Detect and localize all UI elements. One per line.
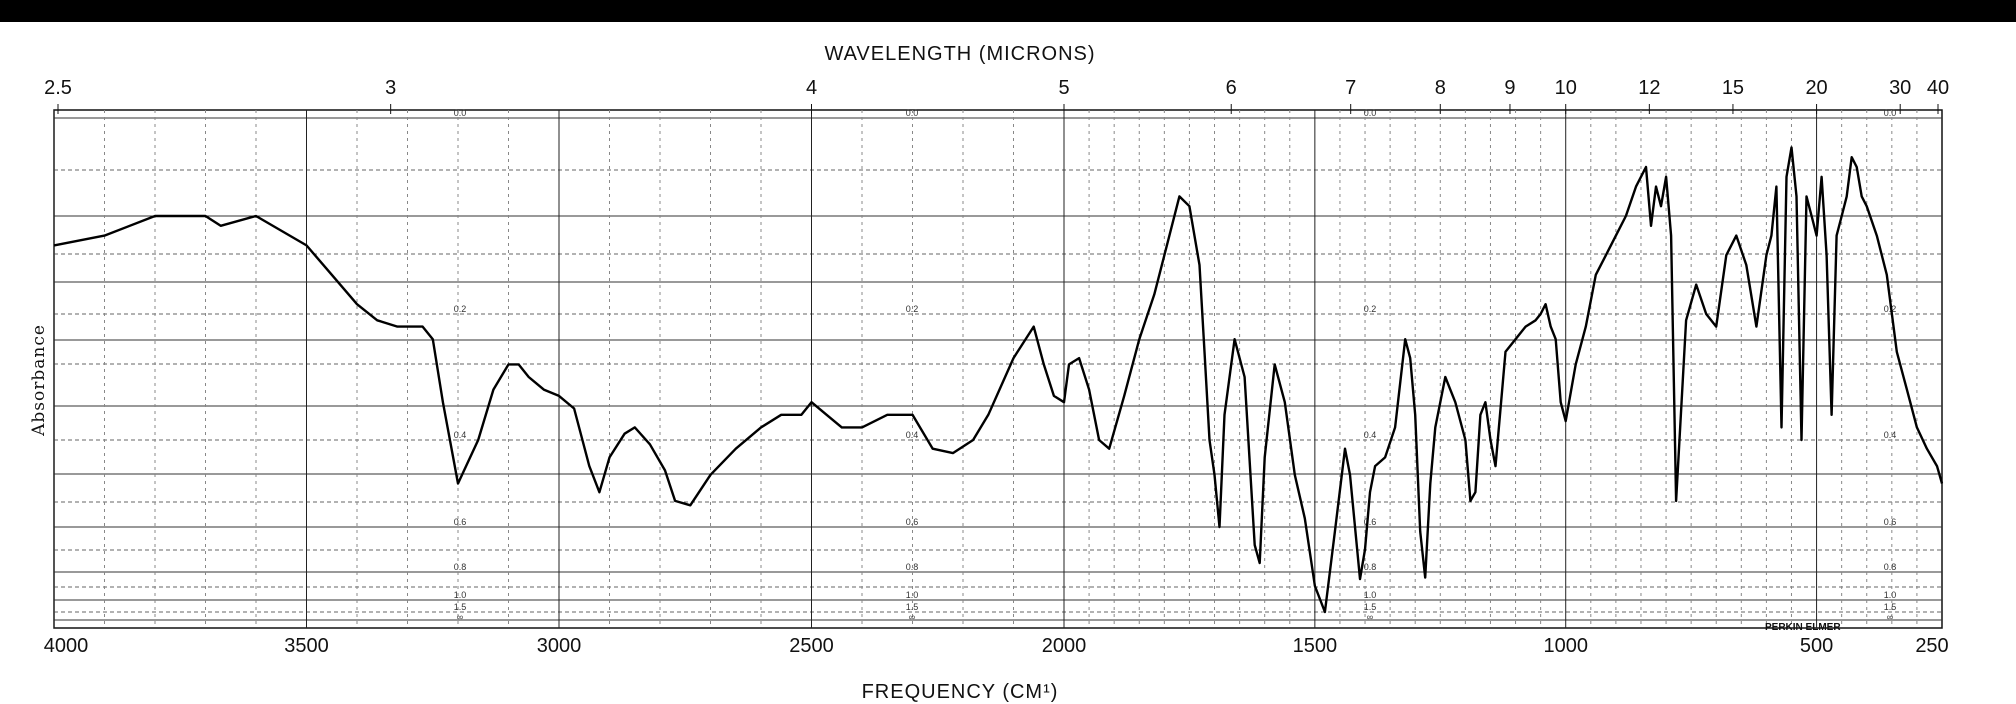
top-tick-label: 8 — [1435, 77, 1446, 99]
x-axis-title: FREQUENCY (CM¹) — [862, 681, 1059, 703]
x-tick-label: 3000 — [537, 635, 582, 657]
absorbance-scale-label: ∞ — [1887, 612, 1893, 622]
x-tick-label: 500 — [1800, 635, 1833, 657]
absorbance-scale-label: 1.0 — [1364, 590, 1377, 600]
absorbance-scale-label: 0.6 — [1364, 517, 1377, 527]
absorbance-scale-label: 1.5 — [454, 602, 467, 612]
absorbance-scale-label: 1.5 — [906, 602, 919, 612]
top-tick-label: 15 — [1722, 77, 1744, 99]
y-axis-title: Absorbance — [29, 324, 49, 437]
x-tick-label: 2000 — [1042, 635, 1087, 657]
brand-label: PERKIN ELMER — [1765, 622, 1841, 633]
absorbance-scale-label: 0.8 — [454, 562, 467, 572]
absorbance-scale-label: 0.2 — [1884, 304, 1897, 314]
absorbance-scale-label: 0.2 — [1364, 304, 1377, 314]
absorbance-scale-label: 0.4 — [454, 430, 467, 440]
top-tick-label: 12 — [1638, 77, 1660, 99]
absorbance-scale-label: 1.0 — [1884, 590, 1897, 600]
absorbance-scale-label: 0.4 — [906, 430, 919, 440]
top-tick-label: 5 — [1058, 77, 1069, 99]
ir-spectrum-chart: WAVELENGTH (MICRONS) FREQUENCY (CM¹) Abs… — [0, 22, 2016, 704]
absorbance-scale-label: 1.5 — [1884, 602, 1897, 612]
top-axis-title: WAVELENGTH (MICRONS) — [824, 43, 1095, 65]
absorbance-scale-label: 0.6 — [1884, 517, 1897, 527]
top-tick-label: 2.5 — [44, 77, 72, 99]
absorbance-scale-label: 0.8 — [1364, 562, 1377, 572]
absorbance-scale-label: 0.0 — [906, 108, 919, 118]
x-tick-label: 2500 — [789, 635, 834, 657]
absorbance-scale-label: 1.5 — [1364, 602, 1377, 612]
x-tick-label: 4000 — [44, 635, 89, 657]
x-tick-label: 3500 — [284, 635, 329, 657]
absorbance-scale-label: ∞ — [1367, 612, 1373, 622]
chart-ticks: 4000 3500 3000 2500 2000 1500 1000 500 250 2.5 3 4 5… — [44, 77, 1949, 657]
absorbance-scale-label: 0.4 — [1884, 430, 1897, 440]
absorbance-scale-label: 0.6 — [454, 517, 467, 527]
absorbance-scale-label: 1.0 — [906, 590, 919, 600]
absorbance-scale-label: ∞ — [909, 612, 915, 622]
absorbance-scale-label: 0.6 — [906, 517, 919, 527]
chart-series — [53, 146, 1944, 614]
absorbance-scale-label: 0.4 — [1364, 430, 1377, 440]
absorbance-scale-label: 1.0 — [454, 590, 467, 600]
absorbance-scale-label: 0.0 — [454, 108, 467, 118]
top-tick-label: 3 — [385, 77, 396, 99]
top-tick-label: 4 — [806, 77, 817, 99]
absorbance-scale-label: ∞ — [457, 612, 463, 622]
absorbance-scale-label: 0.8 — [1884, 562, 1897, 572]
top-tick-label: 20 — [1805, 77, 1827, 99]
top-tick-label: 30 — [1889, 77, 1911, 99]
absorbance-scale-label: 0.2 — [906, 304, 919, 314]
absorbance-scale-label: 0.2 — [454, 304, 467, 314]
spectrum-line — [53, 146, 1944, 614]
top-tick-label: 9 — [1504, 77, 1515, 99]
absorbance-scale-label: 0.0 — [1364, 108, 1377, 118]
top-tick-label: 7 — [1345, 77, 1356, 99]
x-tick-label: 250 — [1915, 635, 1948, 657]
absorbance-scale-label: 0.8 — [906, 562, 919, 572]
absorbance-scale-label: 0.0 — [1884, 108, 1897, 118]
top-tick-label: 6 — [1226, 77, 1237, 99]
x-tick-label: 1000 — [1543, 635, 1588, 657]
chart-grid — [53, 109, 1943, 629]
top-tick-label: 10 — [1555, 77, 1577, 99]
x-tick-label: 1500 — [1293, 635, 1338, 657]
chart-svg: WAVELENGTH (MICRONS) FREQUENCY (CM¹) Abs… — [29, 43, 1949, 703]
top-tick-label: 40 — [1927, 77, 1949, 99]
